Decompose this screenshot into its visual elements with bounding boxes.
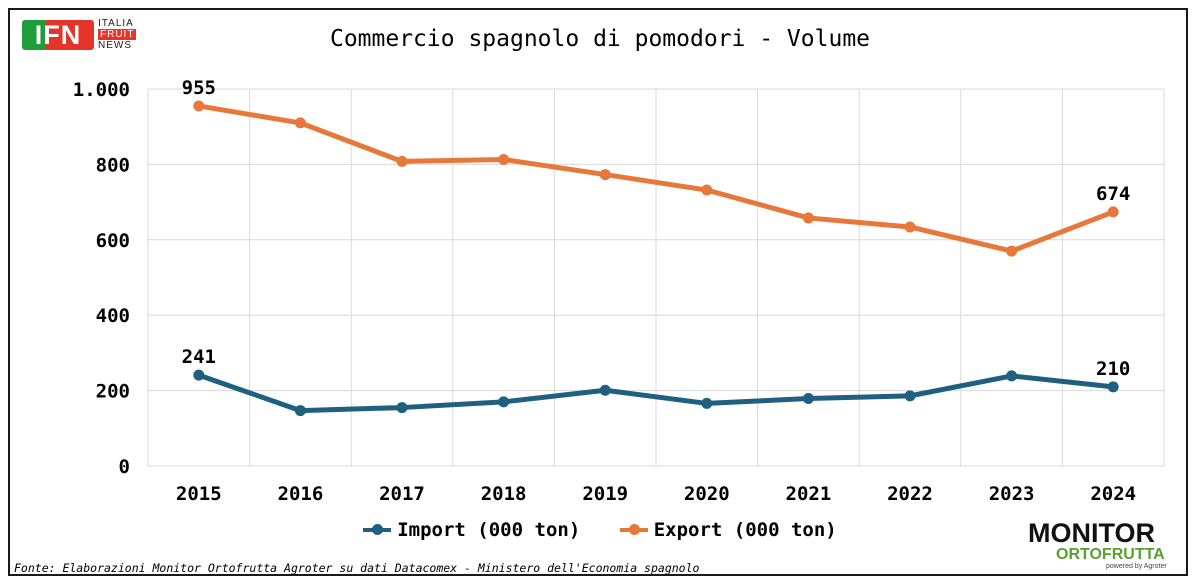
legend-item-export: Export (000 ton) [619, 519, 837, 541]
y-tick-label: 400 [96, 305, 130, 327]
data-point-export [904, 221, 916, 233]
source-note: Fonte: Elaborazioni Monitor Ortofrutta A… [14, 561, 700, 575]
data-point-import [193, 369, 205, 381]
ifn-logo-text: ITALIA FRUIT NEWS [98, 18, 137, 51]
data-point-export [193, 100, 205, 112]
legend-swatch-import [363, 524, 392, 535]
data-point-import [904, 390, 916, 402]
legend-label-export: Export (000 ton) [653, 519, 837, 541]
monitor-logo-sub: ORTOFRUTTA [1056, 546, 1165, 563]
x-tick-label: 2024 [1090, 483, 1136, 505]
data-point-export [1006, 245, 1018, 257]
x-tick-label: 2022 [887, 483, 933, 505]
ifn-logo-mark: IFN [22, 20, 94, 50]
ifn-logo-line3: NEWS [98, 40, 132, 51]
x-tick-label: 2015 [176, 483, 222, 505]
data-point-import [294, 405, 306, 417]
legend-label-import: Import (000 ton) [397, 519, 581, 541]
data-label-import: 241 [182, 346, 216, 368]
monitor-ortofrutta-logo: MONITOR ORTOFRUTTA powered by Agroter [1028, 518, 1184, 571]
chart-frame [8, 8, 1188, 576]
x-tick-label: 2020 [684, 483, 730, 505]
x-tick-label: 2021 [786, 483, 832, 505]
x-tick-label: 2023 [989, 483, 1035, 505]
y-tick-label: 600 [96, 230, 130, 252]
x-tick-label: 2019 [582, 483, 628, 505]
monitor-logo-powered: powered by Agroter [1106, 563, 1167, 570]
monitor-logo-main: MONITOR [1028, 518, 1155, 548]
legend-swatch-export [619, 524, 648, 535]
legend-item-import: Import (000 ton) [363, 519, 580, 541]
italia-fruit-news-logo: IFN ITALIA FRUIT NEWS [22, 18, 142, 52]
data-label-import: 210 [1096, 358, 1130, 380]
y-tick-label: 800 [96, 154, 130, 176]
x-tick-label: 2017 [379, 483, 425, 505]
ifn-logo-line1: ITALIA [98, 18, 134, 29]
data-point-export [396, 155, 408, 167]
data-point-import [1006, 370, 1018, 382]
data-point-import [498, 396, 510, 408]
data-point-import [1107, 381, 1119, 393]
x-tick-label: 2018 [481, 483, 527, 505]
y-tick-label: 200 [96, 381, 130, 403]
series-line-import [196, 372, 1116, 414]
data-point-export [1107, 206, 1119, 218]
data-label-export: 674 [1096, 183, 1130, 205]
chart-title: Commercio spagnolo di pomodori - Volume [329, 26, 871, 52]
data-point-export [498, 153, 510, 165]
y-tick-label: 0 [119, 456, 130, 478]
series-line-export [196, 103, 1116, 254]
data-point-export [802, 212, 814, 224]
data-point-import [599, 384, 611, 396]
data-label-export: 955 [182, 77, 216, 99]
data-point-import [701, 397, 713, 409]
chart-legend: Import (000 ton) Export (000 ton) [0, 515, 1200, 541]
data-point-export [701, 184, 713, 196]
data-point-import [396, 402, 408, 414]
x-tick-label: 2016 [278, 483, 324, 505]
data-point-export [294, 117, 306, 129]
data-point-export [599, 169, 611, 181]
y-tick-label: 1.000 [73, 79, 130, 101]
ifn-logo-line2: FRUIT [98, 29, 137, 40]
data-point-import [802, 393, 814, 405]
